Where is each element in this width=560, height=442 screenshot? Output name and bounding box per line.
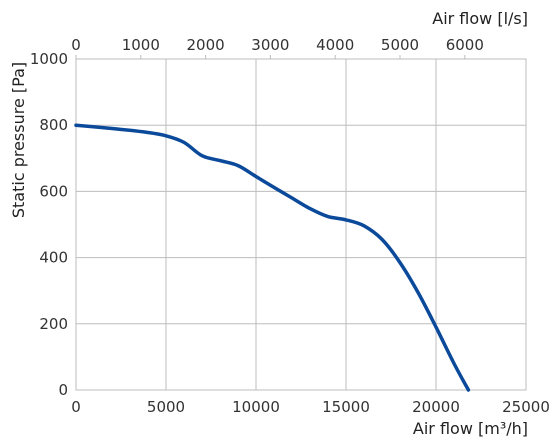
y-tick-label: 600 [39, 182, 68, 200]
plot-frame [75, 58, 527, 391]
y-axis-title: Static pressure [Pa] [9, 62, 28, 218]
x2-tick-label: 2000 [187, 36, 225, 54]
y-tick-label: 0 [58, 381, 68, 399]
x-tick-label: 15000 [322, 398, 370, 416]
y-tick-label: 800 [39, 116, 68, 134]
x-tick-label: 10000 [232, 398, 280, 416]
x2-tick-label: 5000 [381, 36, 419, 54]
series-line [74, 123, 471, 392]
series-layer [74, 123, 471, 392]
y-tick-label: 1000 [30, 50, 68, 68]
x-tick-label: 5000 [147, 398, 185, 416]
x2-tick-label: 4000 [316, 36, 354, 54]
y-axis: 0 200 400 600 800 1000 [30, 50, 68, 399]
x2-tick-label: 1000 [122, 36, 160, 54]
y-tick-label: 200 [39, 315, 68, 333]
x2-axis: 0 1000 2000 3000 4000 5000 6000 [71, 36, 484, 59]
x-axis: 0 5000 10000 15000 20000 25000 [71, 398, 550, 416]
x2-axis-title: Air flow [l/s] [432, 9, 528, 28]
x2-tick-label: 6000 [446, 36, 484, 54]
x-tick-label: 0 [71, 398, 81, 416]
x-tick-label: 25000 [502, 398, 550, 416]
x-tick-label: 20000 [412, 398, 460, 416]
x2-tick-label: 3000 [251, 36, 289, 54]
x2-tick-label: 0 [71, 36, 81, 54]
y-tick-label: 400 [39, 249, 68, 267]
x-axis-title: Air flow [m³/h] [413, 419, 528, 438]
grid [75, 58, 527, 391]
